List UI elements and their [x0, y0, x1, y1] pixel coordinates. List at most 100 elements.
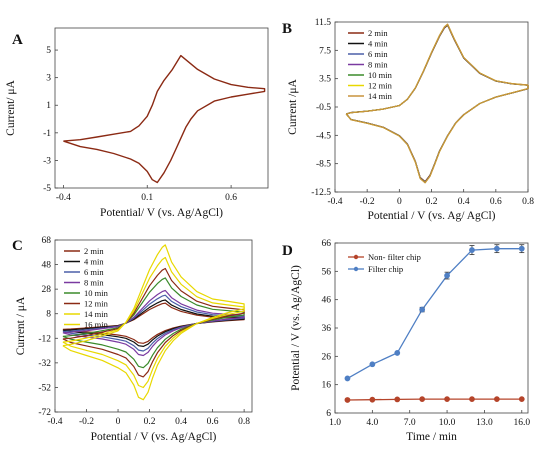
data-point [444, 396, 450, 403]
x-tick-label: -0.2 [360, 197, 375, 207]
y-tick-label: 1 [46, 101, 51, 111]
panel-A: -0.4 0.1 0.6 -5 -3 -1 1 3 5 Potential/ V (vs. Ag/… [5, 27, 269, 219]
legend-label: 8 min [84, 278, 104, 288]
legend-label: 16 min [84, 320, 109, 330]
y-tick-label: 28 [42, 285, 52, 295]
y-tick-label: 56 [322, 267, 332, 277]
x-tick-label: 0.2 [426, 197, 438, 207]
x-tick-label: 16.0 [513, 418, 530, 428]
y-tick-label: 68 [42, 236, 52, 246]
legend-label: 4 min [84, 257, 104, 267]
x-tick-label: 10.0 [439, 418, 456, 428]
data-point [419, 396, 426, 403]
y-axis-label: Current /μA [287, 78, 299, 134]
y-tick-label: 11.5 [315, 18, 332, 28]
series-line [347, 398, 522, 401]
legend-label: 4 min [368, 39, 388, 49]
legend-label: 12 min [368, 81, 393, 91]
x-tick-label: 0.4 [175, 417, 187, 427]
y-tick-label: 26 [322, 352, 332, 362]
data-point [518, 245, 525, 252]
x-tick-label: -0.4 [47, 417, 62, 427]
y-tick-label: -32 [38, 359, 51, 369]
x-tick-label: 0.6 [207, 417, 219, 427]
y-tick-label: -4.5 [316, 131, 331, 141]
plot-frame [54, 27, 269, 189]
data-point [369, 396, 376, 403]
x-axis-label: Potential / V (vs. Ag/ AgCl) [367, 210, 495, 222]
y-tick-label: -1 [43, 129, 51, 139]
y-tick-label: 66 [322, 239, 332, 249]
y-tick-label: -0.5 [316, 103, 331, 113]
data-point [469, 247, 475, 253]
legend-label: 10 min [368, 70, 393, 80]
x-tick-label: 0.4 [458, 197, 470, 207]
y-tick-label: -52 [38, 383, 51, 393]
y-tick-label: 16 [322, 381, 332, 391]
series-line [62, 244, 245, 401]
data-point [369, 361, 376, 368]
x-axis-label: Potential / V (vs. Ag/AgCl) [91, 431, 217, 443]
x-tick-label: -0.2 [79, 417, 94, 427]
panel-letter: B [282, 21, 292, 37]
series-line [62, 267, 245, 378]
x-tick-label: 0.2 [144, 417, 156, 427]
y-tick-label: 5 [46, 46, 51, 56]
x-tick-label: 0.6 [225, 193, 237, 203]
panel-D: 1.0 4.0 7.0 10.0 13.0 16.0 6 16 26 36 46 56 66 Time /… [282, 239, 530, 443]
legend-label: Filter chip [368, 264, 403, 274]
plot-frame [334, 21, 529, 193]
series-line [347, 248, 522, 379]
panel-C: -0.4 -0.2 0 0.2 0.4 0.6 0.8 -72 -52 -32 -12 8 28 48 68… [12, 236, 253, 443]
data-point [518, 396, 525, 403]
y-tick-label: 46 [322, 296, 332, 306]
panel-letter: D [282, 243, 293, 259]
y-tick-label: 48 [42, 261, 52, 271]
x-tick-label: -0.4 [56, 193, 71, 203]
series-line [63, 54, 266, 184]
series-line [345, 23, 529, 184]
data-point [493, 245, 500, 252]
series-line [62, 289, 245, 357]
series-line [62, 256, 245, 389]
legend-label: 14 min [84, 309, 109, 319]
legend-label: 10 min [84, 288, 109, 298]
x-tick-label: 0.6 [490, 197, 502, 207]
legend-label: 8 min [368, 60, 388, 70]
series-line [62, 294, 245, 352]
x-tick-label: 0.1 [141, 193, 153, 203]
y-tick-label: 3.5 [319, 75, 331, 85]
data-point [419, 306, 426, 313]
x-tick-label: 0.8 [238, 417, 250, 427]
data-point [493, 396, 500, 403]
legend-marker [353, 266, 359, 272]
x-tick-label: 0 [116, 417, 121, 427]
legend-marker [353, 254, 359, 260]
x-tick-label: 4.0 [366, 418, 378, 428]
y-tick-label: -12 [38, 334, 51, 344]
plot-frame [54, 239, 253, 413]
y-axis-label: Current / μA [15, 296, 27, 355]
legend-label: 14 min [368, 91, 393, 101]
y-tick-label: 3 [46, 74, 51, 84]
y-axis-label: Current/ μA [5, 79, 17, 135]
x-axis-label: Time / min [406, 431, 457, 443]
y-tick-label: -5 [43, 184, 51, 194]
x-axis-label: Potential/ V (vs. Ag/AgCl) [100, 207, 223, 219]
legend-label: 6 min [84, 267, 104, 277]
x-tick-label: 0.8 [522, 197, 534, 207]
legend-label: 2 min [84, 246, 104, 256]
data-point [469, 396, 475, 403]
x-tick-label: -0.4 [327, 197, 342, 207]
y-tick-label: -12.5 [311, 188, 331, 198]
data-point [394, 396, 401, 403]
legend-label: 2 min [368, 28, 388, 38]
data-point [444, 272, 450, 279]
x-tick-label: 13.0 [476, 418, 493, 428]
y-tick-label: 8 [46, 310, 51, 320]
y-tick-label: -72 [38, 408, 51, 418]
data-point [344, 397, 351, 403]
panel-B: -0.4 -0.2 0 0.2 0.4 0.6 0.8 -12.5 -8.5 -4.5 -0.5 3.… [282, 18, 534, 222]
data-point [344, 375, 351, 382]
